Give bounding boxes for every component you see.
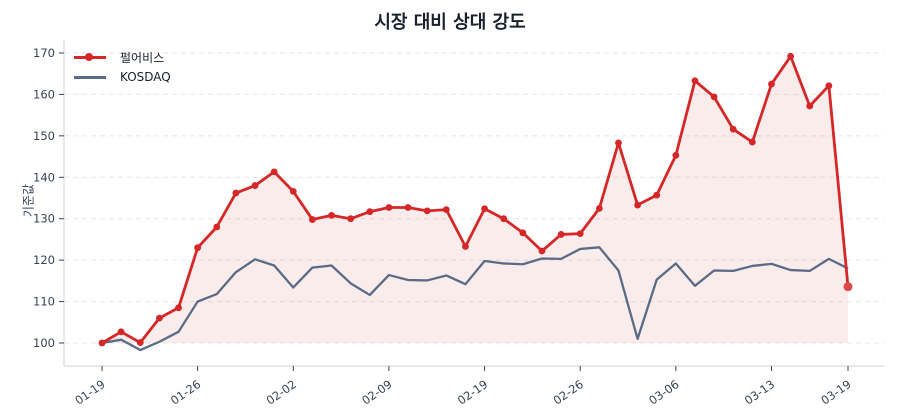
legend-swatch-kosdaq-icon — [72, 70, 108, 84]
legend-label-stock: 펄어비스 — [120, 50, 165, 65]
x-tick-label: 01-19 — [72, 377, 107, 408]
stock-marker — [98, 339, 106, 347]
legend-item-kosdaq: KOSDAQ — [72, 67, 171, 87]
stock-marker — [500, 215, 508, 223]
y-tick-label: 130 — [33, 212, 55, 226]
y-tick-label: 140 — [33, 170, 55, 184]
stock-marker — [595, 204, 603, 212]
stock-marker — [843, 282, 853, 292]
x-tick-label: 02-19 — [455, 377, 490, 408]
legend-item-stock: 펄어비스 — [72, 47, 171, 67]
x-tick-label: 03-13 — [742, 377, 777, 408]
x-tick-label: 02-09 — [359, 377, 394, 408]
stock-marker — [729, 125, 737, 133]
stock-marker — [251, 182, 259, 189]
y-tick-label: 160 — [33, 87, 55, 101]
stock-marker — [615, 139, 622, 147]
y-tick-label: 170 — [33, 46, 55, 60]
y-tick-label: 150 — [33, 129, 55, 143]
stock-marker — [634, 201, 641, 209]
y-tick-label: 110 — [33, 295, 55, 309]
stock-marker — [366, 208, 374, 216]
stock-marker — [787, 52, 795, 60]
stock-marker — [423, 207, 431, 215]
stock-marker — [672, 151, 680, 159]
stock-marker — [768, 80, 775, 88]
stock-marker — [347, 215, 355, 223]
x-tick-label: 03-06 — [646, 377, 681, 408]
stock-marker — [710, 93, 718, 101]
stock-marker — [576, 230, 584, 238]
kosdaq-line — [101, 246, 849, 352]
stock-marker — [289, 187, 297, 195]
stock-marker — [117, 328, 125, 336]
legend: 펄어비스 KOSDAQ — [72, 47, 171, 87]
legend-swatch-stock-icon — [72, 50, 108, 64]
x-tick-label: 02-26 — [551, 377, 586, 408]
stock-marker — [442, 206, 450, 213]
stock-marker — [385, 204, 393, 211]
stock-marker — [691, 77, 699, 85]
legend-label-kosdaq: KOSDAQ — [120, 70, 171, 84]
stock-marker — [653, 191, 661, 199]
stock-fill-area — [102, 56, 848, 343]
stock-marker — [481, 205, 488, 213]
stock-marker — [175, 304, 182, 312]
stock-marker — [557, 231, 565, 238]
stock-marker — [155, 314, 163, 322]
x-tick-label: 01-26 — [168, 377, 203, 408]
stock-marker — [328, 211, 335, 219]
stock-marker — [748, 138, 756, 146]
y-tick-label: 100 — [33, 336, 55, 350]
stock-marker — [232, 189, 240, 197]
stock-marker — [806, 102, 814, 110]
stock-marker — [270, 168, 278, 176]
stock-marker — [462, 243, 469, 250]
stock-marker — [194, 244, 202, 252]
y-tick-label: 120 — [33, 253, 55, 267]
stock-marker — [538, 247, 546, 255]
stock-marker — [309, 216, 316, 223]
stock-marker — [519, 229, 527, 237]
stock-marker — [404, 204, 412, 211]
stock-marker — [136, 339, 144, 346]
stock-marker — [213, 223, 221, 231]
stock-marker — [825, 82, 833, 90]
chart-title: 시장 대비 상대 강도 — [374, 12, 526, 33]
x-tick-label: 02-02 — [264, 377, 299, 408]
x-tick-label: 03-19 — [818, 377, 853, 408]
stock-line — [101, 54, 850, 345]
